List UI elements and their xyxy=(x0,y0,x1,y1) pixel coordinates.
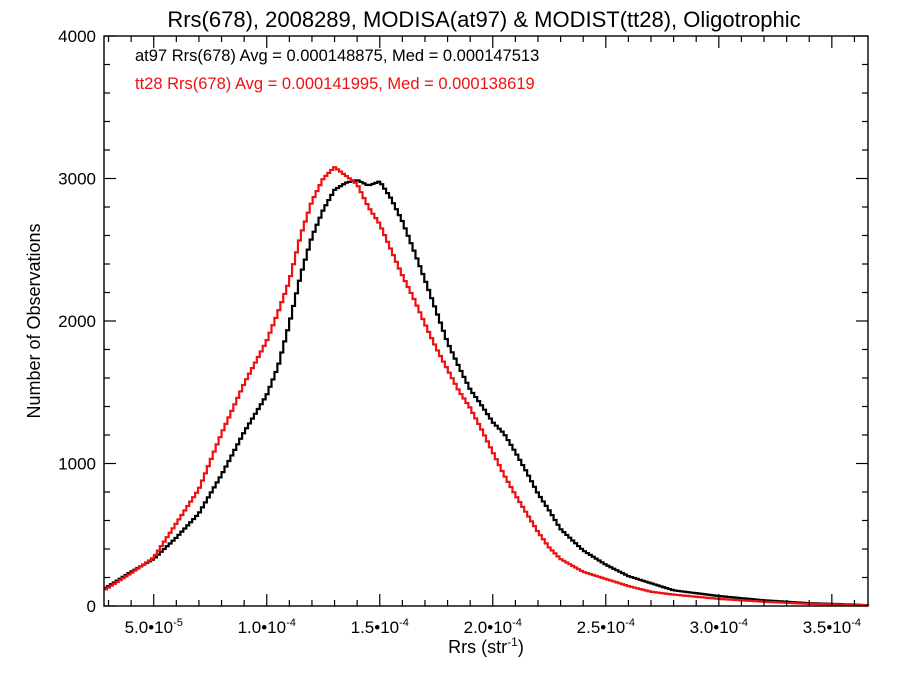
x-tick-mantissa: 2.0•10 xyxy=(464,618,513,637)
x-tick-exponent: -4 xyxy=(738,617,748,629)
y-tick-label: 0 xyxy=(87,597,96,616)
y-tick-label: 3000 xyxy=(58,170,96,189)
x-tick-mantissa: 5.0•10 xyxy=(125,618,174,637)
x-tick-exponent: -4 xyxy=(625,617,635,629)
y-tick-label: 1000 xyxy=(58,455,96,474)
x-tick-exponent: -4 xyxy=(851,617,861,629)
x-tick-label: 5.0•10-5 xyxy=(125,617,183,637)
histogram-series xyxy=(104,166,870,607)
x-tick-label: 1.5•10-4 xyxy=(351,617,409,637)
x-axis-label-main: Rrs (str xyxy=(448,637,507,657)
x-tick-label: 3.5•10-4 xyxy=(803,617,861,637)
stats-annotations: at97 Rrs(678) Avg = 0.000148875, Med = 0… xyxy=(135,47,539,93)
stats-annotation: at97 Rrs(678) Avg = 0.000148875, Med = 0… xyxy=(135,47,539,65)
x-tick-exponent: -5 xyxy=(173,617,183,629)
tt28-histogram-line xyxy=(104,166,870,607)
x-tick-mantissa: 1.5•10 xyxy=(351,618,400,637)
x-tick-mantissa: 2.5•10 xyxy=(577,618,626,637)
x-tick-mantissa: 3.5•10 xyxy=(803,618,852,637)
x-axis-ticks: 5.0•10-5 1.0•10-4 1.5•10-4 2.0•10-4 2.5•10-4… xyxy=(107,36,861,637)
x-tick-label: 2.0•10-4 xyxy=(464,617,522,637)
plot-frame xyxy=(103,35,869,607)
x-tick-label: 3.0•10-4 xyxy=(690,617,748,637)
x-tick-exponent: -4 xyxy=(399,617,409,629)
x-axis-label-close: ) xyxy=(518,637,524,657)
stats-annotation: tt28 Rrs(678) Avg = 0.000141995, Med = 0… xyxy=(135,75,535,93)
x-tick-mantissa: 3.0•10 xyxy=(690,618,739,637)
y-axis-label: Number of Observations xyxy=(24,223,44,418)
x-tick-mantissa: 1.0•10 xyxy=(238,618,287,637)
x-tick-exponent: -4 xyxy=(512,617,522,629)
x-axis-label: Rrs (str-1) xyxy=(448,635,524,657)
y-tick-label: 4000 xyxy=(58,27,96,46)
y-axis-ticks: 0 1000 2000 3000 4000 xyxy=(58,27,868,616)
x-tick-exponent: -4 xyxy=(286,617,296,629)
y-tick-label: 2000 xyxy=(58,312,96,331)
chart-title: Rrs(678), 2008289, MODISA(at97) & MODIST… xyxy=(167,7,800,32)
x-tick-label: 2.5•10-4 xyxy=(577,617,635,637)
x-axis-label-superscript: -1 xyxy=(507,635,518,649)
at97-histogram-line xyxy=(104,179,870,607)
x-tick-label: 1.0•10-4 xyxy=(238,617,296,637)
